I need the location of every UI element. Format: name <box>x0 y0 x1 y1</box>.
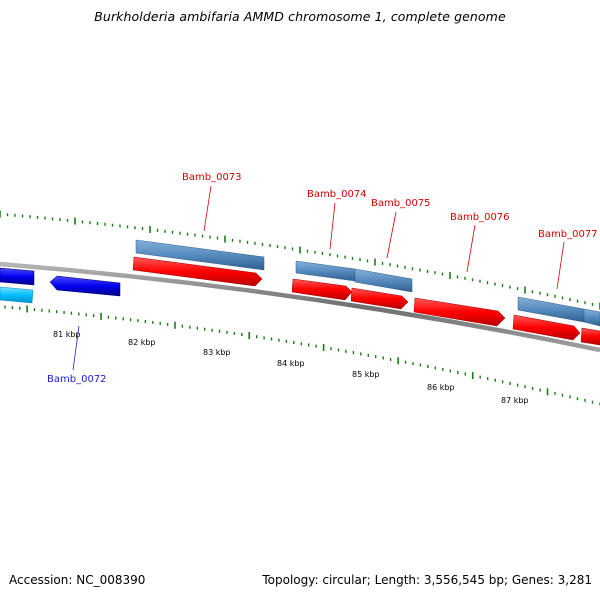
gene-feature[interactable] <box>135 239 265 271</box>
cds-feature[interactable] <box>512 314 581 341</box>
outer-tick-track <box>0 210 600 310</box>
scale-label-82kbp: 82 kbp <box>128 338 156 347</box>
scale-label-86kbp: 86 kbp <box>427 383 455 392</box>
cds-feature[interactable] <box>580 327 600 346</box>
scale-labels: 81 kbp 82 kbp 83 kbp 84 kbp 85 kbp 86 kb… <box>53 330 529 405</box>
gene-feature[interactable] <box>354 268 413 293</box>
map-title: Burkholderia ambifaria AMMD chromosome 1… <box>94 9 506 24</box>
cds-feature[interactable] <box>0 267 35 286</box>
gene-feature[interactable] <box>295 260 356 282</box>
inner-tick-track <box>4 305 600 406</box>
cds-feature[interactable] <box>413 297 506 327</box>
gene-label-bamb-0072[interactable]: Bamb_0072 <box>47 374 107 385</box>
forward-cds-track <box>132 256 600 346</box>
cds-feature[interactable] <box>350 287 409 310</box>
backbone-ring <box>0 261 600 353</box>
gene-feature[interactable] <box>0 286 34 304</box>
gene-label-bamb-0074[interactable]: Bamb_0074 <box>307 189 367 200</box>
gene-labels: Bamb_0072 Bamb_0073 Bamb_0074 Bamb_0075 … <box>47 172 598 385</box>
gene-label-bamb-0077[interactable]: Bamb_0077 <box>538 229 598 240</box>
gene-label-bamb-0076[interactable]: Bamb_0076 <box>450 212 510 223</box>
reverse-cds-track <box>0 267 121 297</box>
scale-label-85kbp: 85 kbp <box>352 370 380 379</box>
cds-feature[interactable] <box>132 256 263 287</box>
cds-feature[interactable] <box>49 275 121 297</box>
scale-label-81kbp: 81 kbp <box>53 330 81 339</box>
scale-label-84kbp: 84 kbp <box>277 359 305 368</box>
accession-text: Accession: NC_008390 <box>9 573 146 587</box>
forward-gene-track <box>135 239 600 327</box>
genome-stats-text: Topology: circular; Length: 3,556,545 bp… <box>262 573 592 587</box>
gene-label-bamb-0075[interactable]: Bamb_0075 <box>371 198 431 209</box>
cds-feature[interactable] <box>291 278 353 301</box>
gene-label-bamb-0073[interactable]: Bamb_0073 <box>182 172 242 183</box>
gene-label-leaders <box>72 185 565 371</box>
reverse-gene-track <box>0 286 34 304</box>
gene-feature[interactable] <box>583 308 600 327</box>
scale-label-83kbp: 83 kbp <box>203 348 231 357</box>
scale-label-87kbp: 87 kbp <box>501 396 529 405</box>
